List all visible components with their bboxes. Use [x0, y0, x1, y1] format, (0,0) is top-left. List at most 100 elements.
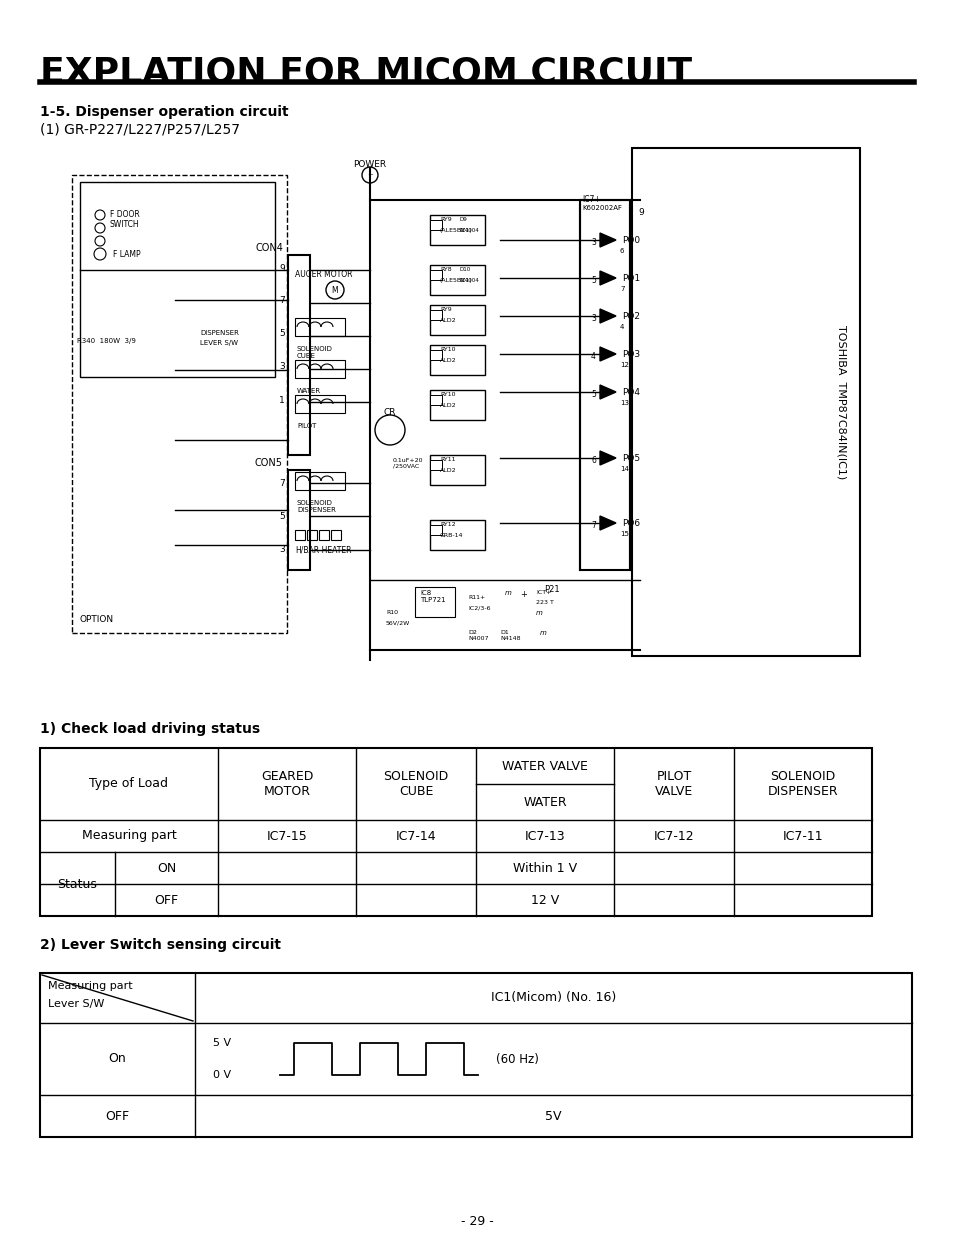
Text: RY9: RY9 — [439, 218, 452, 222]
Bar — [430, 265, 484, 295]
Text: CON4: CON4 — [254, 242, 283, 254]
Text: OFF: OFF — [154, 894, 178, 906]
Bar — [430, 351, 441, 360]
Text: IC8
TLP721: IC8 TLP721 — [419, 590, 445, 603]
Text: 9: 9 — [638, 208, 643, 218]
Text: H/BAR-HEATER: H/BAR-HEATER — [294, 544, 351, 554]
Bar — [430, 460, 441, 470]
Polygon shape — [599, 232, 616, 247]
Text: 7: 7 — [279, 479, 285, 487]
Text: Measuring part: Measuring part — [82, 829, 176, 843]
Text: 4: 4 — [619, 324, 623, 329]
Text: K602002AF: K602002AF — [581, 205, 621, 211]
Bar — [80, 181, 274, 377]
Text: WATER: WATER — [522, 796, 566, 808]
Bar — [430, 215, 484, 245]
Text: 12: 12 — [619, 362, 628, 368]
Bar — [40, 748, 871, 916]
Text: M: M — [332, 286, 338, 295]
Text: (ALE5BZ1): (ALE5BZ1) — [439, 278, 472, 283]
Text: Within 1 V: Within 1 V — [513, 861, 577, 875]
Bar — [288, 255, 310, 455]
Text: D9: D9 — [459, 218, 467, 222]
Text: LEVER S/W: LEVER S/W — [200, 341, 237, 346]
Text: IN4004: IN4004 — [459, 278, 479, 283]
Bar — [40, 973, 911, 1137]
Text: ON: ON — [156, 861, 175, 875]
Polygon shape — [599, 310, 616, 323]
Bar — [71, 175, 287, 633]
Text: TOSHIBA  TMP87C84IN(IC1): TOSHIBA TMP87C84IN(IC1) — [836, 324, 846, 479]
Text: +: + — [519, 590, 526, 599]
Text: ALD2: ALD2 — [439, 358, 456, 363]
Text: 5: 5 — [279, 328, 285, 338]
Text: 3: 3 — [591, 314, 596, 323]
Text: 3: 3 — [279, 544, 285, 553]
Text: 6: 6 — [619, 249, 624, 254]
Text: D10: D10 — [459, 267, 471, 272]
Bar — [430, 346, 484, 375]
Text: 223 T: 223 T — [536, 600, 554, 605]
Text: 1) Check load driving status: 1) Check load driving status — [40, 722, 260, 736]
Text: RY11: RY11 — [439, 457, 455, 462]
Text: GEARED
MOTOR: GEARED MOTOR — [260, 769, 313, 798]
Text: RY8: RY8 — [439, 267, 451, 272]
Text: RY10: RY10 — [439, 392, 455, 397]
Text: On: On — [109, 1053, 126, 1065]
Text: 13: 13 — [619, 400, 628, 406]
Text: RY10: RY10 — [439, 347, 455, 352]
Text: 14: 14 — [619, 466, 628, 472]
Text: IC2/3-6: IC2/3-6 — [468, 605, 490, 610]
Text: m: m — [539, 630, 546, 636]
Polygon shape — [599, 516, 616, 530]
Text: GRB-14: GRB-14 — [439, 533, 463, 538]
Bar — [318, 530, 329, 539]
Text: IC7-12: IC7-12 — [653, 829, 694, 843]
Text: 56V/2W: 56V/2W — [386, 620, 410, 625]
Text: RY12: RY12 — [439, 522, 456, 527]
Text: PO1: PO1 — [621, 273, 639, 282]
Text: 3: 3 — [591, 237, 596, 247]
Text: 0 V: 0 V — [213, 1070, 231, 1080]
Text: ~: ~ — [367, 172, 373, 178]
Text: 7: 7 — [279, 296, 285, 305]
Text: F DOOR: F DOOR — [110, 210, 139, 219]
Text: 15: 15 — [619, 531, 628, 537]
Text: WATER VALVE: WATER VALVE — [501, 759, 587, 772]
Text: P21: P21 — [543, 585, 559, 594]
Bar — [430, 305, 484, 336]
Text: 6: 6 — [591, 456, 596, 465]
Text: SOLENOID
CUBE: SOLENOID CUBE — [296, 346, 333, 359]
Text: 1: 1 — [279, 395, 285, 404]
Text: 2) Lever Switch sensing circuit: 2) Lever Switch sensing circuit — [40, 938, 281, 952]
Bar — [430, 220, 441, 230]
Bar — [631, 148, 859, 656]
Text: (60 Hz): (60 Hz) — [496, 1053, 538, 1065]
Text: IC7-13: IC7-13 — [524, 829, 565, 843]
Text: 5: 5 — [591, 276, 596, 285]
Text: ALD2: ALD2 — [439, 318, 456, 323]
Bar — [430, 270, 441, 280]
Text: IC7+: IC7+ — [581, 195, 600, 204]
Text: EXPLATION FOR MICOM CIRCUIT: EXPLATION FOR MICOM CIRCUIT — [40, 55, 691, 89]
Text: POWER: POWER — [353, 160, 386, 169]
Text: D1
N4148: D1 N4148 — [499, 630, 520, 641]
Text: R10: R10 — [386, 610, 397, 615]
Text: 7: 7 — [619, 286, 624, 292]
Text: SOLENOID
DISPENSER: SOLENOID DISPENSER — [767, 769, 838, 798]
Text: (ALE5BZ1): (ALE5BZ1) — [439, 227, 472, 232]
Text: IC1(Micom) (No. 16): IC1(Micom) (No. 16) — [491, 992, 616, 1004]
Text: OFF: OFF — [106, 1110, 130, 1122]
Text: R11+: R11+ — [468, 595, 485, 600]
Text: 3: 3 — [279, 362, 285, 370]
Text: CR: CR — [383, 408, 395, 416]
Bar — [430, 525, 441, 534]
Text: IC7-11: IC7-11 — [781, 829, 822, 843]
Text: IC7-15: IC7-15 — [266, 829, 307, 843]
Text: PO2: PO2 — [621, 312, 639, 321]
Text: PO0: PO0 — [621, 235, 639, 245]
Text: IC7-14: IC7-14 — [395, 829, 436, 843]
Text: Type of Load: Type of Load — [90, 778, 169, 791]
Bar — [415, 587, 455, 617]
Text: PO6: PO6 — [621, 518, 639, 527]
